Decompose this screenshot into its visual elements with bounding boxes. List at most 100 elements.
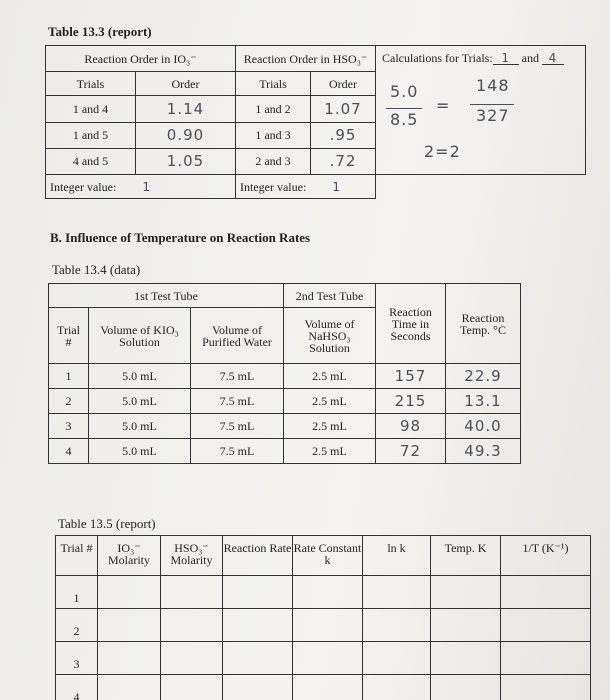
row: 2	[55, 608, 591, 642]
cell	[500, 608, 591, 642]
table: Reaction Order in IO₃⁻ Reaction Order in …	[45, 44, 586, 199]
cell: 2.5 mL	[283, 388, 376, 414]
cell	[222, 608, 293, 642]
row: 1 and 5 0.90 1 and 3.95	[45, 121, 586, 149]
cell	[362, 674, 431, 700]
integer-cell: Integer value: 1	[45, 174, 236, 199]
row: Trials Order Trials Order	[45, 71, 586, 97]
integer-label: Integer value:	[50, 179, 117, 194]
cell: .95	[310, 121, 376, 149]
calc-cell: Calculations for Trials: 1 and 4 5.0 8.5 = 148 3…	[375, 45, 586, 175]
cell	[222, 575, 293, 609]
cell	[160, 641, 223, 675]
cell: 1.05	[135, 147, 236, 176]
row: 1 and 4 1.14 1 and 2 1.07	[45, 95, 586, 123]
row: 1 5.0 mL 7.5 mL 2.5 mL 157 22.9	[48, 363, 521, 389]
column-header: Reaction Temp. °C	[445, 283, 521, 364]
cell	[430, 575, 501, 609]
cell: 5.0 mL	[88, 388, 191, 414]
column-header: HSO₃⁻ Molarity	[160, 535, 223, 576]
cell: 215	[375, 388, 446, 414]
cell	[160, 674, 223, 700]
cell: 2.5 mL	[283, 413, 376, 439]
cell	[430, 641, 501, 675]
cell	[430, 608, 501, 642]
cell: 1	[55, 575, 98, 609]
cell	[97, 608, 161, 642]
cell: 7.5 mL	[190, 438, 284, 464]
cell: 98	[375, 413, 446, 439]
column-header: Trials	[45, 71, 136, 97]
cell: 1	[48, 363, 89, 389]
column-header: Volume of Purified Water	[190, 307, 284, 364]
cell: 1 and 5	[45, 121, 136, 149]
column-header: Trial #	[55, 535, 98, 576]
table-title: Table 13.4 (data)	[52, 262, 141, 277]
row: 1	[55, 575, 591, 609]
row: 1st Test Tube 2nd Test Tube Reaction Time …	[48, 283, 521, 364]
handwritten: 1	[492, 52, 519, 65]
cell	[362, 641, 431, 675]
cell: 1 and 2	[235, 95, 311, 123]
row: 4 5.0 mL 7.5 mL 2.5 mL 72 49.3	[48, 438, 521, 464]
cell: 7.5 mL	[190, 388, 284, 414]
cell	[97, 674, 161, 700]
handwritten: 4	[542, 52, 564, 65]
handwritten: 1	[142, 179, 151, 194]
cell: 3	[55, 641, 98, 675]
calc-label-text: Calculations for Trials:	[382, 51, 493, 65]
cell: 157	[375, 363, 446, 389]
cell	[292, 674, 363, 700]
row: 3 5.0 mL 7.5 mL 2.5 mL 98 40.0	[48, 413, 521, 439]
column-header: Trials	[235, 71, 311, 97]
header: Reaction Order in HSO₃⁻	[235, 44, 376, 73]
cell: 4 and 5	[45, 147, 136, 176]
cell: 2 and 3	[235, 147, 311, 176]
cell	[500, 641, 591, 675]
column-header: 1/T (K⁻¹)	[500, 535, 591, 576]
handwritten: 5.0	[390, 82, 419, 101]
section-title: B. Influence of Temperature on Reaction …	[50, 230, 311, 245]
group-header: 2nd Test Tube	[283, 283, 376, 308]
row: Integer value: 1 Integer value: 1	[45, 174, 586, 199]
cell: 5.0 mL	[88, 438, 191, 464]
row: 2 5.0 mL 7.5 mL 2.5 mL 215 13.1	[48, 388, 521, 414]
row: Reaction Order in IO₃⁻ Reaction Order in …	[45, 44, 586, 175]
cell: 1.14	[135, 95, 236, 123]
table: Trial # IO₃⁻ Molarity HSO₃⁻ Molarity Reacti…	[55, 535, 591, 700]
column-header: ln k	[362, 535, 431, 576]
column-header: Reaction Time in Seconds	[375, 283, 446, 364]
cell	[292, 641, 363, 675]
cell: .72	[310, 147, 376, 176]
cell: 0.90	[135, 121, 236, 149]
cell: 5.0 mL	[88, 363, 191, 389]
cell	[292, 575, 363, 609]
cell: 5.0 mL	[88, 413, 191, 439]
cell	[222, 674, 293, 700]
column-header: Order	[135, 71, 236, 97]
cell: 40.0	[445, 413, 521, 439]
row: Trial # IO₃⁻ Molarity HSO₃⁻ Molarity Reacti…	[55, 535, 591, 576]
cell: 2.5 mL	[283, 438, 376, 464]
row: 4 and 5 1.05 2 and 3.72	[45, 147, 586, 176]
fraction-bar	[386, 108, 422, 109]
cell	[362, 575, 431, 609]
cell: 4	[48, 438, 89, 464]
cell: 3	[48, 413, 89, 439]
cell	[500, 674, 591, 700]
row: 4	[55, 674, 591, 700]
cell: 22.9	[445, 363, 521, 389]
cell: 1 and 4	[45, 95, 136, 123]
integer-label: Integer value:	[240, 179, 307, 194]
cell: 4	[55, 674, 98, 700]
calc-label: Calculations for Trials: 1 and 4	[382, 52, 564, 65]
column-header: Order	[310, 71, 376, 97]
column-header: Temp. K	[430, 535, 501, 576]
cell	[500, 575, 591, 609]
column-header: Reaction Rate	[222, 535, 293, 576]
column-header: Rate Constant k	[292, 535, 363, 576]
group-header: 1st Test Tube	[48, 283, 284, 308]
handwritten: 327	[476, 106, 510, 125]
cell	[160, 608, 223, 642]
